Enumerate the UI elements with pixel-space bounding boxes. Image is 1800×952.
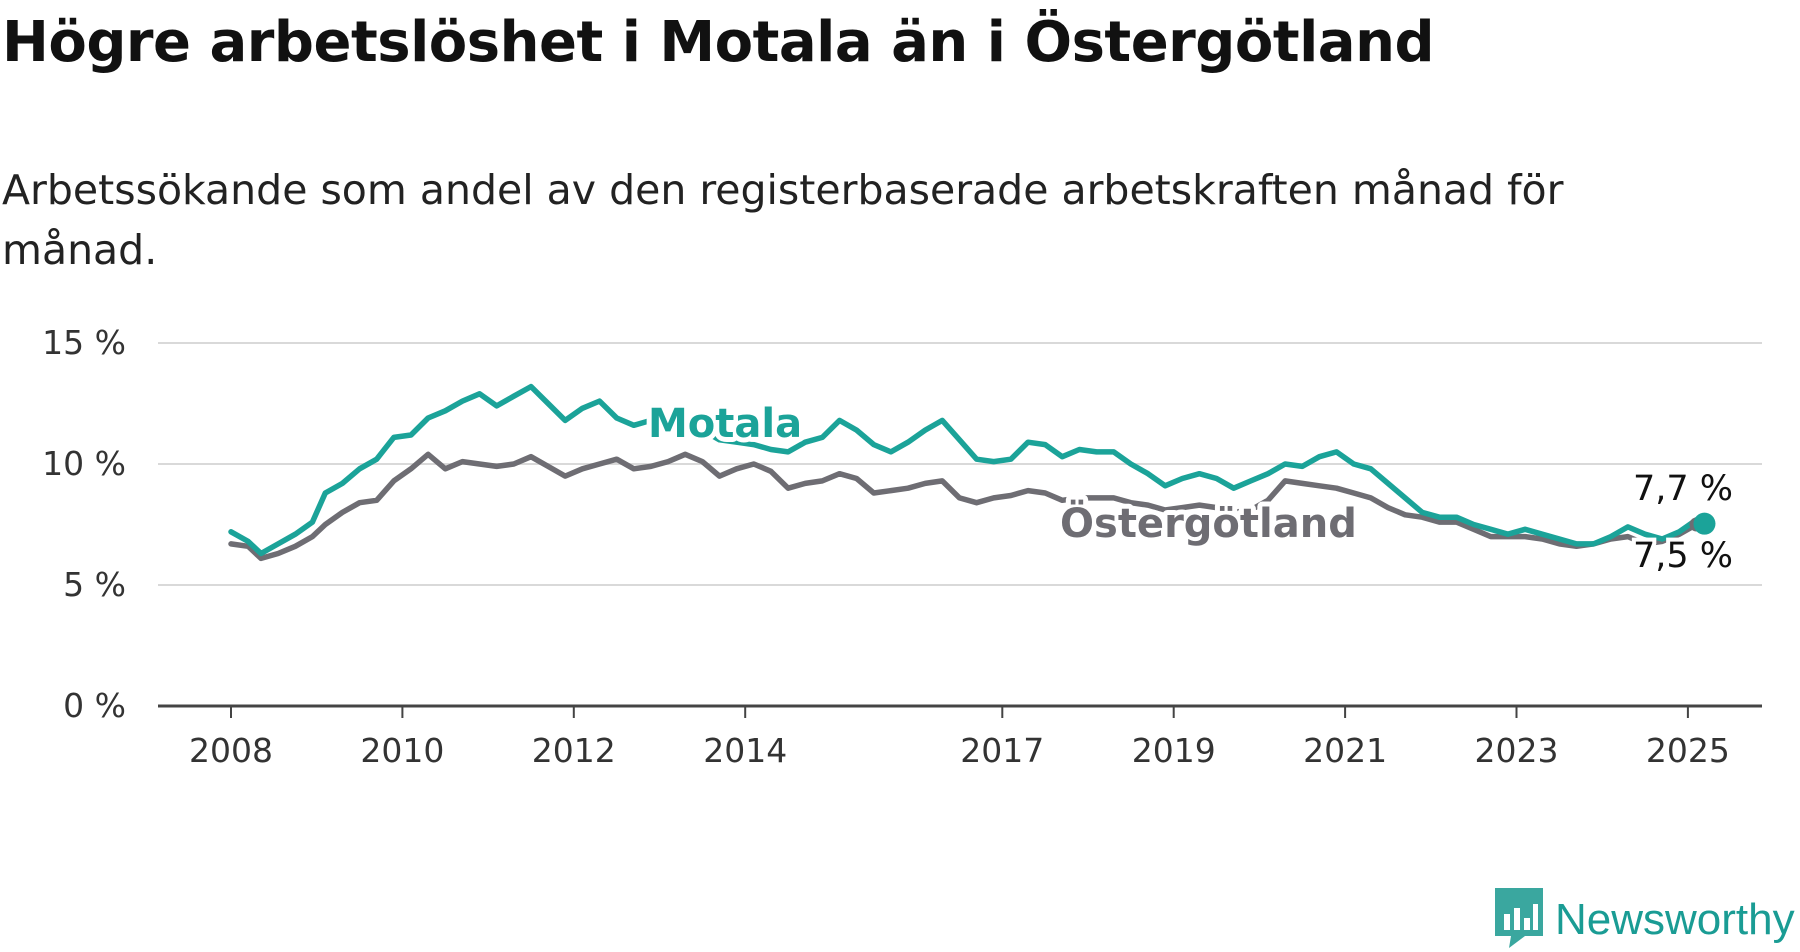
x-tick-label: 2008 [189,731,273,770]
brand-name: Newsworthy [1555,895,1795,944]
label-layer: 0 % 5 % 10 % 15 % 2008 2010 2012 2014 2017 2019 20… [42,323,1737,770]
y-tick-label: 10 % [42,444,126,483]
y-tick-label: 0 % [63,686,126,725]
chart-title: Högre arbetslöshet i Motala än i Östergö… [2,10,1435,75]
series-label-motala: Motala [648,401,802,447]
x-tick-label: 2025 [1646,731,1730,770]
x-tick-label: 2014 [703,731,787,770]
x-tick-label: 2010 [360,731,444,770]
chart-subtitle: Arbetssökande som andel av den registerb… [2,166,1564,274]
x-tick-label: 2019 [1132,731,1216,770]
series-layer [228,383,1716,562]
end-value-motala: 7,7 % [1633,469,1733,509]
series-line-motala [228,383,1700,557]
x-tick-label: 2023 [1475,731,1559,770]
brand: Newsworthy [1495,888,1795,952]
grid-layer [158,342,1762,718]
y-tick-label: 15 % [42,323,126,362]
y-tick-label: 5 % [63,565,126,604]
end-point-motala [1693,512,1716,535]
x-tick-label: 2021 [1303,731,1387,770]
x-tick-label: 2017 [960,731,1044,770]
series-label-ostergotland: Östergötland [1060,499,1357,547]
newsworthy-logo-icon [1495,888,1543,952]
x-tick-label: 2012 [532,731,616,770]
end-value-ostergotland: 7,5 % [1633,536,1733,576]
series-line-ostergotland [228,451,1700,562]
